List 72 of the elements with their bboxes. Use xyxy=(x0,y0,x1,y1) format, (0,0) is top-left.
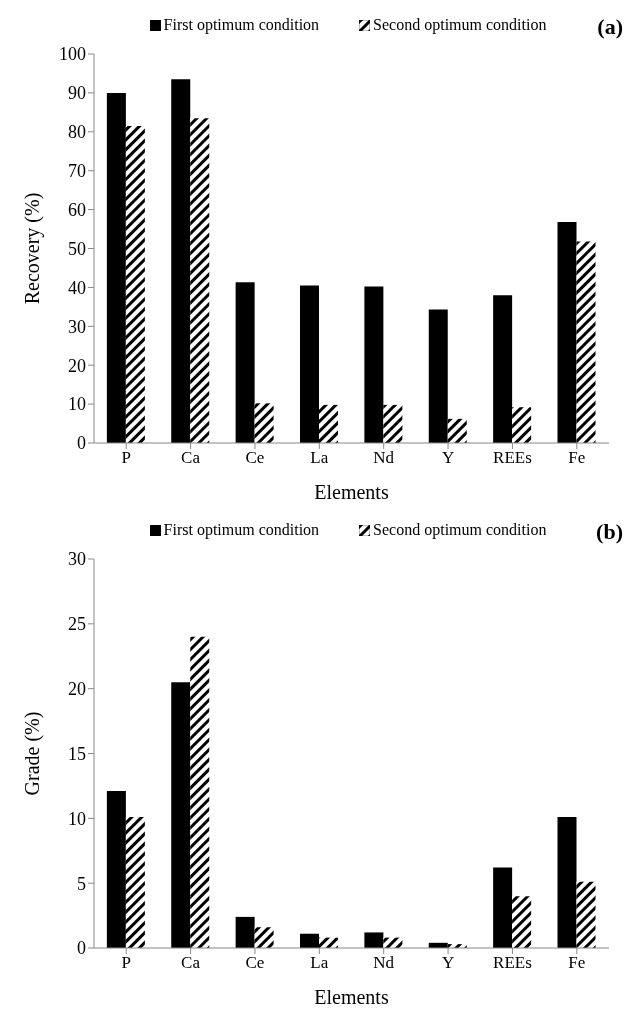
y-tick-label: 10 xyxy=(68,808,86,829)
x-tick-label: La xyxy=(310,448,329,468)
bar xyxy=(190,636,210,948)
y-tick-label: 30 xyxy=(68,316,86,337)
bar xyxy=(512,896,532,948)
bar xyxy=(364,932,384,948)
bar xyxy=(300,933,319,948)
bar xyxy=(125,125,145,443)
bar xyxy=(576,881,596,948)
bar xyxy=(512,407,532,443)
y-tick-label: 30 xyxy=(68,549,86,570)
y-tick-label: 20 xyxy=(68,355,86,376)
bar xyxy=(171,682,191,948)
bar xyxy=(493,867,513,948)
y-tick-label: 40 xyxy=(68,277,86,298)
x-tick-label: P xyxy=(121,953,131,973)
x-tick-label: Ce xyxy=(245,448,265,468)
x-axis-title: Elements xyxy=(314,481,389,503)
x-tick-label: Nd xyxy=(373,953,395,973)
y-tick-label: 90 xyxy=(68,83,86,104)
chart-title: (b) xyxy=(596,519,623,545)
bar xyxy=(171,79,191,443)
bar xyxy=(319,404,338,443)
x-tick-label: REEs xyxy=(493,448,532,468)
bar xyxy=(576,241,596,443)
x-tick-label: Y xyxy=(441,448,455,468)
legend-label: Second optimum condition xyxy=(373,521,547,539)
bar xyxy=(235,916,255,948)
bar xyxy=(254,927,274,948)
y-tick-label: 15 xyxy=(68,743,86,764)
x-tick-label: La xyxy=(310,953,329,973)
bar xyxy=(383,404,403,443)
bar xyxy=(254,403,274,443)
bar xyxy=(300,285,319,443)
y-tick-label: 50 xyxy=(68,238,86,259)
bar xyxy=(447,418,467,443)
y-tick-label: 20 xyxy=(68,679,86,700)
x-tick-label: Ca xyxy=(181,953,201,973)
bar xyxy=(190,118,210,443)
chart-title: (a) xyxy=(597,14,623,40)
y-tick-label: 80 xyxy=(68,122,86,143)
bar xyxy=(493,295,513,443)
y-axis-title: Grade (%) xyxy=(21,711,45,796)
legend-label: First optimum condition xyxy=(163,521,320,539)
y-tick-label: 25 xyxy=(68,614,86,635)
x-axis-title: Elements xyxy=(314,986,389,1008)
x-tick-label: Fe xyxy=(568,953,586,973)
bar xyxy=(106,92,126,443)
x-tick-label: Fe xyxy=(568,448,586,468)
x-tick-label: Nd xyxy=(373,448,395,468)
x-tick-label: Y xyxy=(441,953,455,973)
bar xyxy=(106,791,126,948)
y-tick-label: 100 xyxy=(59,44,86,65)
x-tick-label: P xyxy=(121,448,131,468)
y-tick-label: 5 xyxy=(77,873,86,894)
bar xyxy=(235,282,255,443)
x-tick-label: Ca xyxy=(181,448,201,468)
y-axis-title: Recovery (%) xyxy=(21,192,45,305)
bar xyxy=(364,286,384,443)
x-tick-label: REEs xyxy=(493,953,532,973)
y-tick-label: 60 xyxy=(68,199,86,220)
y-tick-label: 0 xyxy=(77,433,86,454)
legend-label: First optimum condition xyxy=(163,16,320,34)
y-tick-label: 70 xyxy=(68,161,86,182)
y-tick-label: 10 xyxy=(68,394,86,415)
bar xyxy=(428,309,448,443)
x-tick-label: Ce xyxy=(245,953,265,973)
legend-label: Second optimum condition xyxy=(373,16,547,34)
y-tick-label: 0 xyxy=(77,938,86,959)
bar xyxy=(557,817,577,948)
bar xyxy=(125,817,145,948)
bar xyxy=(557,222,577,443)
